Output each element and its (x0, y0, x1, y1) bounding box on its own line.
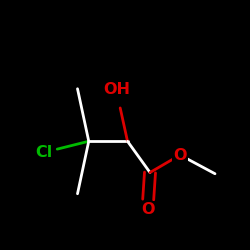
Text: OH: OH (103, 82, 130, 98)
Text: O: O (141, 202, 154, 218)
Text: Cl: Cl (35, 145, 52, 160)
Text: O: O (173, 148, 187, 162)
